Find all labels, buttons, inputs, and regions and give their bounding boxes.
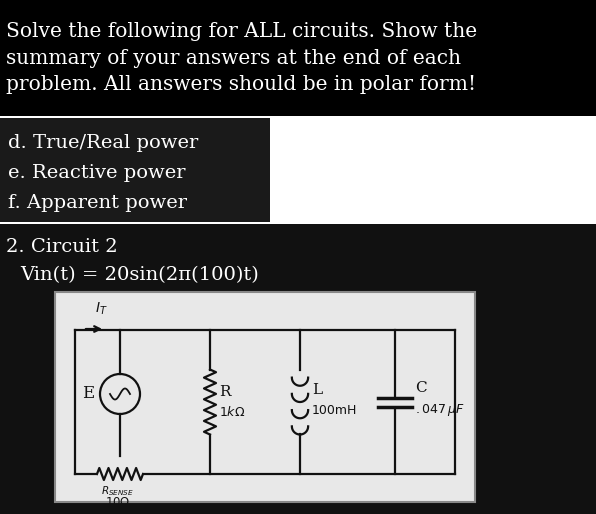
Bar (55, 292, 475, 502)
Text: Solve the following for ALL circuits. Show the
summary of your answers at the en: Solve the following for ALL circuits. Sh… (6, 22, 477, 94)
Text: E: E (82, 386, 94, 402)
Text: 2. Circuit 2: 2. Circuit 2 (6, 238, 117, 256)
Bar (0, 224, 596, 514)
Text: $1k\Omega$: $1k\Omega$ (219, 405, 246, 419)
Text: $.047\,\mu F$: $.047\,\mu F$ (415, 402, 465, 418)
Text: C: C (415, 381, 427, 395)
Text: f. Apparent power: f. Apparent power (8, 194, 187, 212)
Text: $10\Omega$: $10\Omega$ (105, 496, 131, 509)
Text: e. Reactive power: e. Reactive power (8, 164, 185, 182)
Text: R: R (219, 385, 231, 399)
Bar (270, 118, 596, 222)
Bar (0, 0, 596, 116)
Text: $R_{SENSE}$: $R_{SENSE}$ (101, 484, 135, 498)
Bar (0, 118, 270, 222)
Text: d. True/Real power: d. True/Real power (8, 134, 198, 152)
Text: $I_T$: $I_T$ (95, 301, 107, 317)
Text: Vin(t) = 20sin(2π(100)t): Vin(t) = 20sin(2π(100)t) (20, 266, 259, 284)
Text: L: L (312, 383, 322, 397)
Text: 100mH: 100mH (312, 403, 358, 416)
